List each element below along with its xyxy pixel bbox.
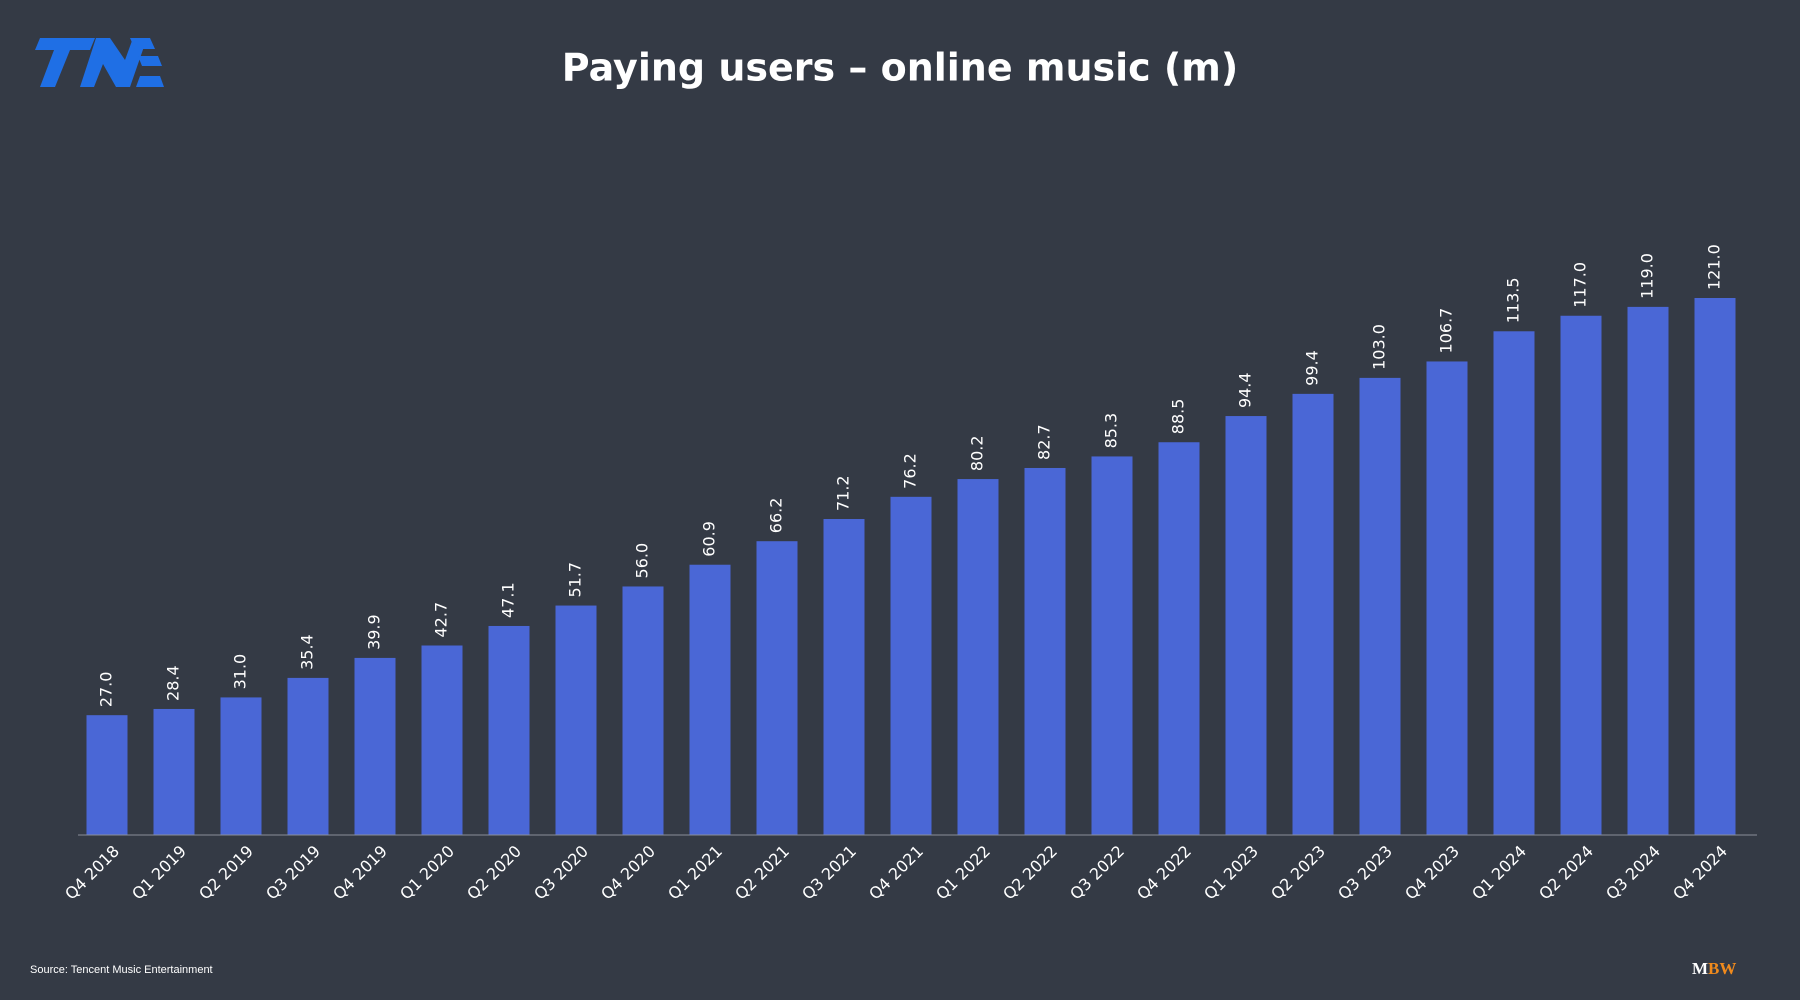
value-label: 85.3	[1102, 413, 1121, 449]
bar	[1426, 361, 1468, 835]
value-label: 76.2	[901, 453, 920, 489]
bar	[756, 541, 798, 835]
brand-mark: M	[1692, 959, 1708, 978]
bar	[957, 479, 999, 835]
bar	[622, 586, 664, 835]
bar	[823, 519, 865, 835]
tme-logo	[35, 38, 164, 87]
bar	[153, 708, 195, 835]
source-note: Source: Tencent Music Entertainment	[30, 964, 213, 976]
value-label: 113.5	[1504, 277, 1523, 323]
value-label: 103.0	[1370, 324, 1389, 370]
value-label: 121.0	[1705, 244, 1724, 290]
value-label: 88.5	[1169, 399, 1188, 435]
bar	[555, 605, 597, 835]
bar	[689, 564, 731, 835]
value-label: 71.2	[834, 475, 853, 511]
value-label: 106.7	[1437, 308, 1456, 354]
brand-text: BW	[1708, 959, 1736, 978]
bar	[1225, 416, 1267, 835]
bar	[220, 697, 262, 835]
value-label: 94.4	[1236, 372, 1255, 408]
bar	[1158, 442, 1200, 835]
value-label: 80.2	[968, 435, 987, 471]
bar	[287, 677, 329, 835]
bar	[1359, 377, 1401, 835]
value-label: 117.0	[1571, 262, 1590, 308]
bar	[1024, 467, 1066, 835]
bar	[421, 645, 463, 835]
value-label: 28.4	[164, 665, 183, 701]
bar	[1627, 306, 1669, 835]
value-label: 27.0	[97, 672, 116, 708]
bar	[354, 657, 396, 835]
value-label: 66.2	[767, 498, 786, 534]
bar	[488, 625, 530, 835]
bar	[1493, 331, 1535, 835]
value-label: 60.9	[700, 521, 719, 557]
brand-logo: MBW	[1692, 959, 1736, 978]
value-label: 82.7	[1035, 424, 1054, 460]
bar	[1694, 298, 1736, 835]
value-label: 31.0	[231, 654, 250, 690]
value-label: 56.0	[633, 543, 652, 579]
value-label: 35.4	[298, 634, 317, 670]
value-label: 39.9	[365, 614, 384, 650]
value-label: 42.7	[432, 602, 451, 638]
value-label: 119.0	[1638, 253, 1657, 299]
bar	[1292, 393, 1334, 835]
chart-title: Paying users – online music (m)	[562, 46, 1239, 90]
value-label: 51.7	[566, 562, 585, 598]
value-label: 99.4	[1303, 350, 1322, 386]
bar	[890, 496, 932, 835]
bar	[1560, 315, 1602, 835]
value-label: 47.1	[499, 582, 518, 618]
bar	[86, 715, 128, 835]
bar	[1091, 456, 1133, 835]
